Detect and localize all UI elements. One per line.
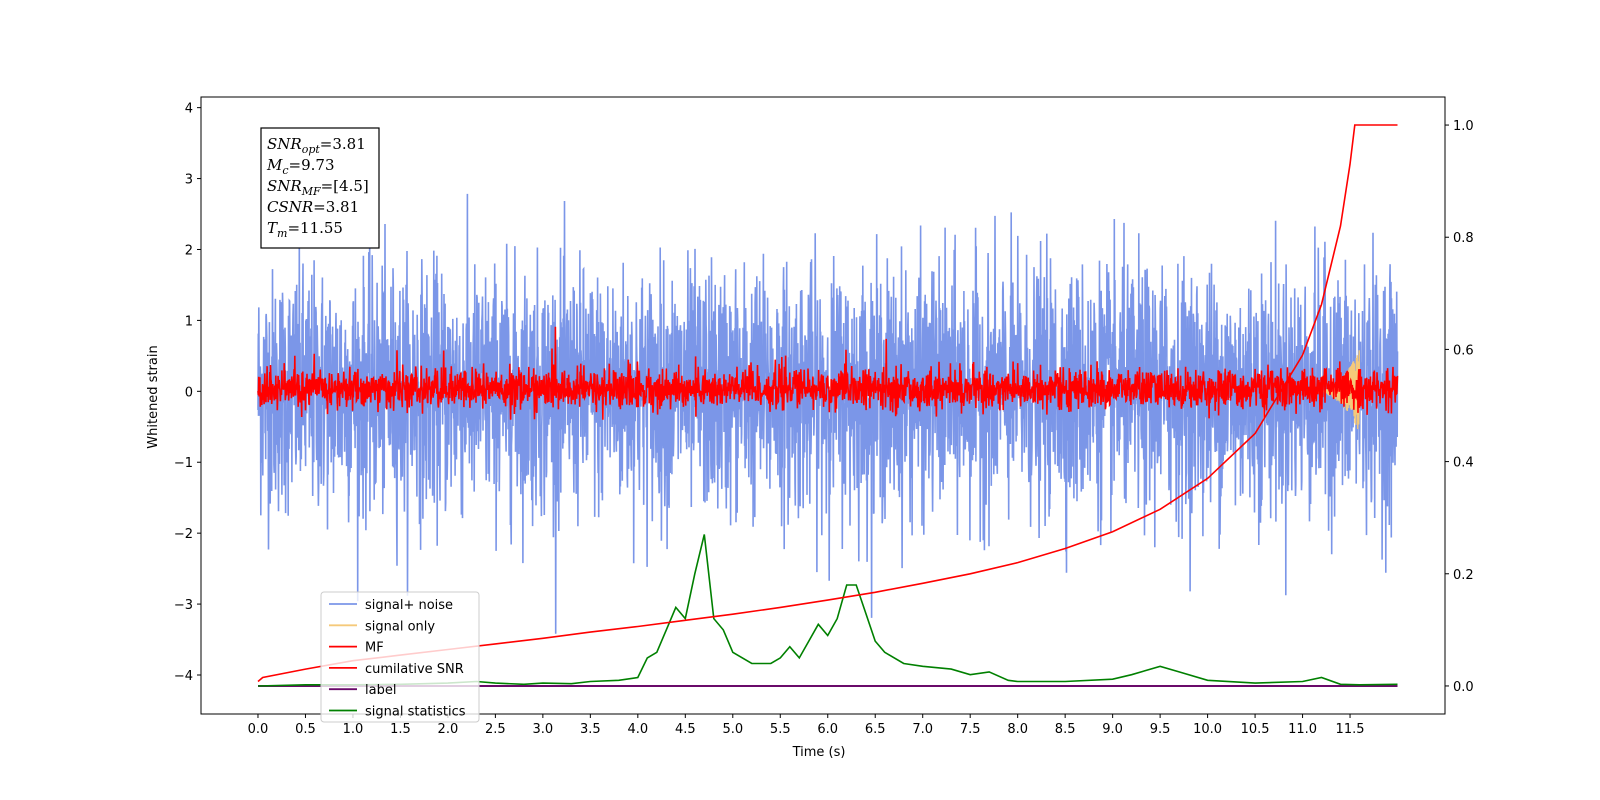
x-tick-label: 4.0 bbox=[627, 722, 648, 737]
x-tick-label: 10.5 bbox=[1241, 722, 1270, 737]
legend-entry: signal statistics bbox=[365, 705, 466, 720]
annotation-symbol: SNR bbox=[267, 177, 302, 195]
annotation-subscript: opt bbox=[302, 143, 321, 156]
y-right-tick-label: 0.6 bbox=[1453, 343, 1474, 358]
x-tick-label: 5.5 bbox=[770, 722, 791, 737]
legend-entry: label bbox=[365, 683, 396, 698]
annotation-symbol: SNR bbox=[267, 135, 302, 153]
annotation-line: Mc=9.73 bbox=[266, 156, 335, 177]
x-tick-label: 6.5 bbox=[865, 722, 886, 737]
annotation-box: SNRopt=3.81Mc=9.73SNRMF=[4.5]CSNR=3.81Tm… bbox=[260, 127, 380, 249]
x-tick-label: 11.0 bbox=[1288, 722, 1317, 737]
x-tick-label: 2.0 bbox=[438, 722, 459, 737]
y-axis-label: Whitened strain bbox=[146, 345, 161, 448]
annotation-frame bbox=[260, 127, 380, 249]
x-tick-label: 7.0 bbox=[912, 722, 933, 737]
legend-entry: cumilative SNR bbox=[365, 662, 464, 677]
annotation-subscript: MF bbox=[301, 185, 321, 198]
y-tick-label: 2 bbox=[185, 243, 193, 258]
y-tick-label: −2 bbox=[174, 527, 193, 542]
x-tick-label: 6.0 bbox=[817, 722, 838, 737]
x-tick-label: 7.5 bbox=[960, 722, 981, 737]
y-tick-label: −4 bbox=[174, 669, 193, 684]
x-tick-label: 8.5 bbox=[1055, 722, 1076, 737]
x-tick-label: 9.0 bbox=[1102, 722, 1123, 737]
y-right-tick-label: 0.4 bbox=[1453, 456, 1474, 471]
axes-border bbox=[200, 96, 1446, 715]
annotation-line: SNRMF=[4.5] bbox=[267, 177, 369, 198]
x-tick-label: 10.0 bbox=[1193, 722, 1222, 737]
annotation-value: =11.55 bbox=[287, 219, 343, 237]
x-axis-label: Time (s) bbox=[792, 745, 846, 760]
series-signal-noise-line bbox=[257, 193, 1399, 634]
y-tick-label: 3 bbox=[185, 173, 193, 188]
annotation-symbol: CSNR bbox=[267, 198, 313, 216]
y-right-tick-label: 0.0 bbox=[1453, 680, 1474, 695]
annotation-value: =[4.5] bbox=[321, 177, 369, 195]
legend-entry: signal+ noise bbox=[365, 598, 453, 613]
legend-entry: signal only bbox=[365, 619, 435, 634]
y-tick-label: 0 bbox=[185, 385, 193, 400]
ticks: 0.0 0.5 1.0 1.5 2.0 2.5 3.0 3.5 4.0 4.5 5.0 5.5 6.0 6… bbox=[174, 102, 1474, 737]
x-tick-label: 2.5 bbox=[485, 722, 506, 737]
y-tick-label: 1 bbox=[185, 314, 193, 329]
y-tick-label: −1 bbox=[174, 456, 193, 471]
annotation-value: =3.81 bbox=[320, 135, 366, 153]
annotation-line: CSNR=3.81 bbox=[267, 198, 359, 216]
annotation-subscript: m bbox=[277, 227, 287, 240]
annotation-symbol: M bbox=[266, 156, 283, 174]
y-tick-label: 4 bbox=[185, 102, 193, 117]
x-tick-label: 3.5 bbox=[580, 722, 601, 737]
legend-frame bbox=[320, 591, 480, 723]
annotation-value: =3.81 bbox=[313, 198, 359, 216]
x-tick-label: 0.0 bbox=[248, 722, 269, 737]
series-mf-line bbox=[257, 326, 1399, 420]
y-right-tick-label: 0.2 bbox=[1453, 568, 1474, 583]
legend-entry: MF bbox=[365, 641, 384, 656]
y-right-tick-label: 0.8 bbox=[1453, 231, 1474, 246]
x-tick-label: 9.5 bbox=[1150, 722, 1171, 737]
y-right-tick-label: 1.0 bbox=[1453, 119, 1474, 134]
x-tick-label: 0.5 bbox=[295, 722, 316, 737]
x-tick-label: 3.0 bbox=[533, 722, 554, 737]
x-tick-label: 5.0 bbox=[722, 722, 743, 737]
x-tick-label: 1.5 bbox=[390, 722, 411, 737]
series-signal-statistics-line bbox=[257, 534, 1398, 687]
x-tick-label: 11.5 bbox=[1336, 722, 1365, 737]
x-tick-label: 4.5 bbox=[675, 722, 696, 737]
annotation-line: SNRopt=3.81 bbox=[267, 135, 366, 156]
axes-frame bbox=[200, 96, 1446, 715]
y-tick-label: −3 bbox=[174, 598, 193, 613]
x-tick-label: 8.0 bbox=[1007, 722, 1028, 737]
x-tick-label: 1.0 bbox=[343, 722, 364, 737]
annotation-value: =9.73 bbox=[289, 156, 335, 174]
annotation-subscript: c bbox=[282, 164, 288, 177]
annotation-symbol: T bbox=[267, 219, 278, 237]
annotation-line: Tm=11.55 bbox=[267, 219, 343, 240]
legend: signal+ noise signal only MF cumilative SNR… bbox=[320, 591, 480, 723]
